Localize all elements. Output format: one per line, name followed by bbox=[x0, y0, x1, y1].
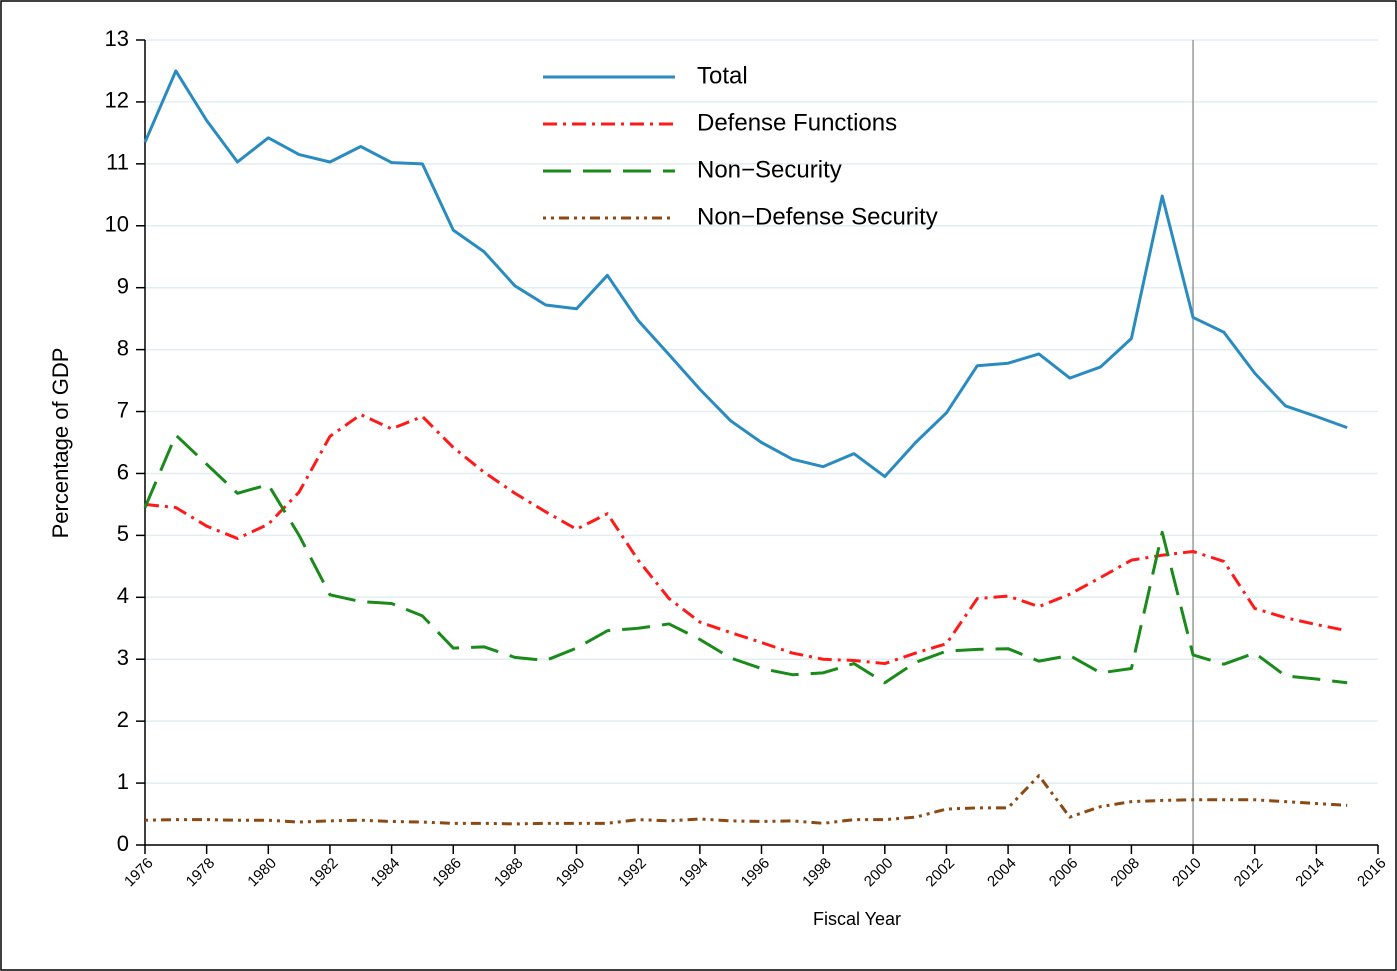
y-tick-label: 6 bbox=[117, 459, 129, 484]
series-line bbox=[144, 774, 1348, 826]
y-tick-label: 9 bbox=[117, 274, 129, 299]
y-tick-label: 5 bbox=[117, 521, 129, 546]
y-axis-label: Percentage of GDP bbox=[48, 348, 73, 539]
legend-label: Total bbox=[697, 62, 748, 89]
y-tick-label: 7 bbox=[117, 397, 129, 422]
y-tick-label: 13 bbox=[105, 26, 129, 51]
series-line bbox=[143, 433, 1348, 685]
legend-label: Non−Defense Security bbox=[697, 203, 938, 230]
y-tick-label: 4 bbox=[117, 583, 129, 608]
y-tick-label: 1 bbox=[117, 769, 129, 794]
x-axis-label: Fiscal Year bbox=[813, 909, 901, 929]
legend-label: Defense Functions bbox=[697, 109, 897, 136]
y-tick-label: 12 bbox=[105, 88, 129, 113]
y-tick-label: 0 bbox=[117, 831, 129, 856]
y-tick-label: 8 bbox=[117, 335, 129, 360]
series-line bbox=[144, 413, 1348, 666]
y-tick-label: 3 bbox=[117, 645, 129, 670]
legend-label: Non−Security bbox=[697, 156, 842, 183]
series-line bbox=[143, 69, 1348, 479]
y-tick-label: 2 bbox=[117, 707, 129, 732]
y-tick-label: 11 bbox=[106, 150, 129, 175]
y-tick-label: 10 bbox=[105, 212, 129, 237]
